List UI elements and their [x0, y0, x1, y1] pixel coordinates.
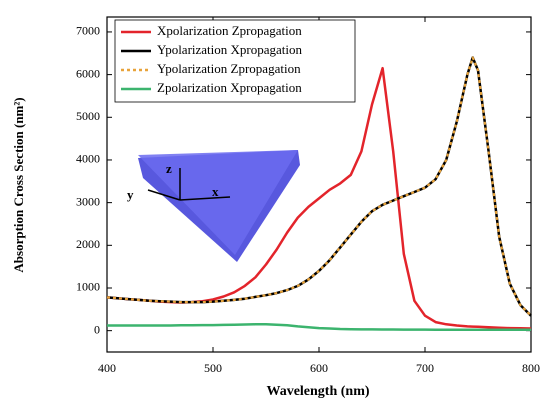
legend-box: [114, 19, 356, 103]
y-tick-label: 7000: [76, 24, 100, 38]
x-axis-label: Wavelength (nm): [266, 384, 369, 399]
legend-label: Ypolarization Xpropagation: [157, 42, 303, 57]
inset-label: z: [166, 161, 172, 176]
x-tick-label: 600: [310, 361, 328, 375]
y-tick-label: 3000: [76, 194, 100, 208]
x-tick-label: 500: [204, 361, 222, 375]
series-line: [107, 323, 531, 332]
legend-label: Ypolarization Zpropagation: [157, 61, 301, 76]
y-axis-label: Absorption Cross Section (nm²): [11, 97, 26, 272]
series-line: [106, 56, 532, 317]
inset-prism: z y x: [127, 150, 300, 262]
y-tick-label: 2000: [76, 237, 100, 251]
inset-axis: [147, 189, 181, 201]
legend: Xpolarization Zpropagation Ypolarization …: [114, 19, 356, 103]
y-tick-label: 1000: [76, 280, 100, 294]
inset-label: y: [127, 187, 134, 202]
y-tick-label: 0: [94, 322, 100, 336]
x-tick-label: 400: [98, 361, 116, 375]
legend-label: Zpolarization Xpropagation: [157, 80, 302, 95]
y-tick-label: 6000: [76, 66, 100, 80]
y-tick-label: 4000: [76, 152, 100, 166]
prism-top: [138, 150, 298, 255]
y-tick-label: 5000: [76, 109, 100, 123]
x-tick-label: 700: [416, 361, 434, 375]
legend-label: Xpolarization Zpropagation: [157, 23, 302, 38]
inset-axis: [179, 196, 231, 201]
x-tick-label: 800: [522, 361, 540, 375]
inset-label: x: [212, 184, 219, 199]
